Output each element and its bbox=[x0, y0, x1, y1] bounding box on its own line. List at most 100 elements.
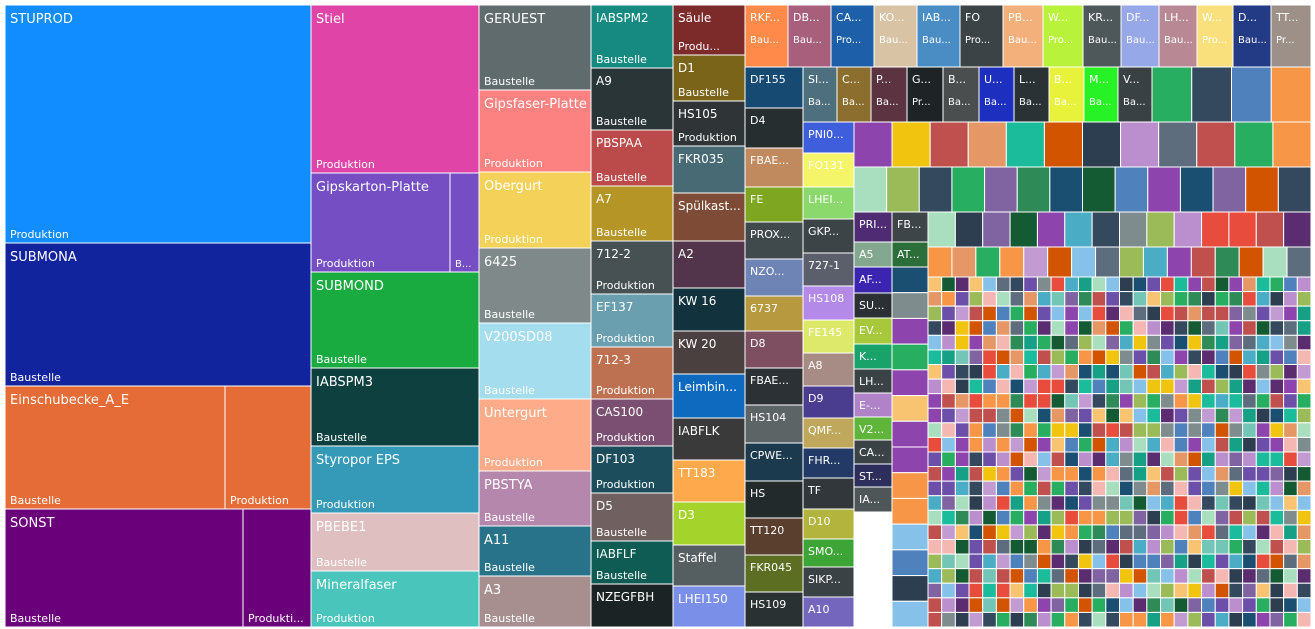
treemap-tile[interactable] bbox=[1160, 509, 1175, 526]
treemap-tile[interactable] bbox=[1255, 509, 1271, 526]
treemap-tile[interactable] bbox=[995, 349, 1011, 365]
treemap-tile[interactable] bbox=[1132, 378, 1148, 395]
treemap-tile[interactable] bbox=[1283, 466, 1298, 482]
treemap-tile[interactable] bbox=[1064, 393, 1079, 409]
treemap-tile[interactable] bbox=[982, 334, 997, 351]
treemap-tile[interactable] bbox=[1119, 553, 1134, 570]
treemap-tile[interactable] bbox=[941, 305, 956, 322]
treemap-tile[interactable] bbox=[1187, 553, 1203, 570]
treemap-tile[interactable] bbox=[1173, 539, 1189, 555]
treemap-tile[interactable] bbox=[927, 480, 943, 497]
treemap-tile[interactable] bbox=[1242, 436, 1257, 453]
treemap-tile[interactable] bbox=[1036, 553, 1052, 570]
treemap-tile[interactable] bbox=[744, 442, 804, 482]
treemap-tile[interactable] bbox=[1296, 320, 1312, 336]
treemap-tile[interactable] bbox=[1091, 611, 1107, 628]
treemap-tile[interactable] bbox=[1146, 582, 1162, 599]
treemap-tile[interactable] bbox=[968, 582, 984, 599]
treemap-tile[interactable] bbox=[1269, 349, 1285, 365]
treemap-tile[interactable] bbox=[995, 509, 1011, 526]
treemap-tile[interactable] bbox=[891, 121, 931, 168]
treemap-tile[interactable] bbox=[1036, 451, 1052, 468]
treemap-tile[interactable] bbox=[1173, 320, 1189, 336]
treemap-tile[interactable] bbox=[941, 451, 956, 468]
treemap-tile[interactable] bbox=[1214, 553, 1230, 570]
treemap-tile[interactable] bbox=[802, 566, 855, 598]
treemap-tile[interactable] bbox=[1077, 378, 1093, 395]
treemap-tile[interactable] bbox=[1009, 568, 1025, 584]
treemap-tile[interactable] bbox=[1214, 276, 1230, 293]
treemap-tile[interactable] bbox=[1009, 334, 1025, 351]
treemap-tile[interactable] bbox=[1036, 582, 1052, 599]
treemap-tile[interactable] bbox=[1064, 480, 1079, 497]
treemap-tile[interactable] bbox=[1283, 276, 1298, 293]
treemap-tile[interactable] bbox=[1242, 393, 1257, 409]
treemap-tile[interactable] bbox=[590, 492, 674, 542]
treemap-tile[interactable] bbox=[853, 121, 893, 168]
treemap-tile[interactable] bbox=[1214, 524, 1230, 541]
treemap-tile[interactable] bbox=[1187, 495, 1203, 511]
treemap-tile[interactable] bbox=[1255, 451, 1271, 468]
treemap-tile[interactable] bbox=[1132, 466, 1148, 482]
treemap-tile[interactable] bbox=[1064, 495, 1079, 511]
treemap-tile[interactable] bbox=[1009, 539, 1025, 555]
treemap-tile[interactable] bbox=[1009, 320, 1025, 336]
treemap-tile[interactable] bbox=[1214, 539, 1230, 555]
treemap-tile[interactable] bbox=[1242, 509, 1257, 526]
treemap-tile[interactable] bbox=[1105, 436, 1120, 453]
treemap-tile[interactable] bbox=[927, 407, 943, 424]
treemap-tile[interactable] bbox=[954, 422, 970, 438]
treemap-tile[interactable] bbox=[1173, 466, 1189, 482]
treemap-tile[interactable] bbox=[967, 121, 1007, 168]
treemap-tile[interactable] bbox=[1201, 524, 1216, 541]
treemap-tile[interactable] bbox=[1228, 582, 1244, 599]
treemap-tile[interactable] bbox=[1023, 320, 1038, 336]
treemap-tile[interactable] bbox=[1009, 305, 1025, 322]
treemap-tile[interactable] bbox=[1255, 320, 1271, 336]
treemap-tile[interactable] bbox=[1201, 436, 1216, 453]
treemap-tile[interactable] bbox=[968, 553, 984, 570]
treemap-tile[interactable] bbox=[1077, 553, 1093, 570]
treemap-tile[interactable] bbox=[1077, 480, 1093, 497]
treemap-tile[interactable] bbox=[1091, 451, 1107, 468]
treemap-tile[interactable] bbox=[1173, 553, 1189, 570]
treemap-tile[interactable] bbox=[1009, 436, 1025, 453]
treemap-tile[interactable] bbox=[982, 211, 1011, 248]
treemap-tile[interactable] bbox=[1146, 407, 1162, 424]
treemap-tile[interactable] bbox=[1187, 320, 1203, 336]
treemap-tile[interactable] bbox=[1146, 451, 1162, 468]
treemap-tile[interactable] bbox=[1023, 422, 1038, 438]
treemap-tile[interactable] bbox=[1242, 276, 1257, 293]
treemap-tile[interactable] bbox=[1234, 121, 1274, 168]
treemap-tile[interactable] bbox=[1201, 291, 1216, 307]
treemap-tile[interactable] bbox=[1242, 451, 1257, 468]
treemap-tile[interactable] bbox=[1064, 276, 1079, 293]
treemap-tile[interactable] bbox=[1296, 582, 1312, 599]
treemap-tile[interactable] bbox=[1242, 582, 1257, 599]
treemap-tile[interactable] bbox=[802, 538, 855, 568]
treemap-tile[interactable] bbox=[853, 317, 893, 345]
treemap-tile[interactable] bbox=[1190, 246, 1216, 278]
treemap-tile[interactable] bbox=[1214, 436, 1230, 453]
treemap-tile[interactable] bbox=[1187, 568, 1203, 584]
treemap-tile[interactable] bbox=[1077, 611, 1093, 628]
treemap-tile[interactable] bbox=[1064, 509, 1079, 526]
treemap-tile[interactable] bbox=[1160, 378, 1175, 395]
treemap-tile[interactable] bbox=[927, 597, 943, 613]
treemap-tile[interactable] bbox=[1283, 305, 1298, 322]
treemap-tile[interactable] bbox=[672, 544, 746, 587]
treemap-tile[interactable] bbox=[1296, 422, 1312, 438]
treemap-tile[interactable] bbox=[1077, 539, 1093, 555]
treemap-tile[interactable] bbox=[1242, 597, 1257, 613]
treemap-tile[interactable] bbox=[1296, 509, 1312, 526]
treemap-tile[interactable] bbox=[1091, 393, 1107, 409]
treemap-tile[interactable] bbox=[1036, 539, 1052, 555]
treemap-tile[interactable] bbox=[968, 480, 984, 497]
treemap-tile[interactable] bbox=[1091, 568, 1107, 584]
treemap-tile[interactable] bbox=[310, 4, 480, 174]
treemap-tile[interactable] bbox=[1023, 291, 1038, 307]
treemap-tile[interactable] bbox=[1047, 246, 1073, 278]
treemap-tile[interactable] bbox=[954, 211, 984, 248]
treemap-tile[interactable] bbox=[1296, 553, 1312, 570]
treemap-tile[interactable] bbox=[590, 540, 674, 585]
